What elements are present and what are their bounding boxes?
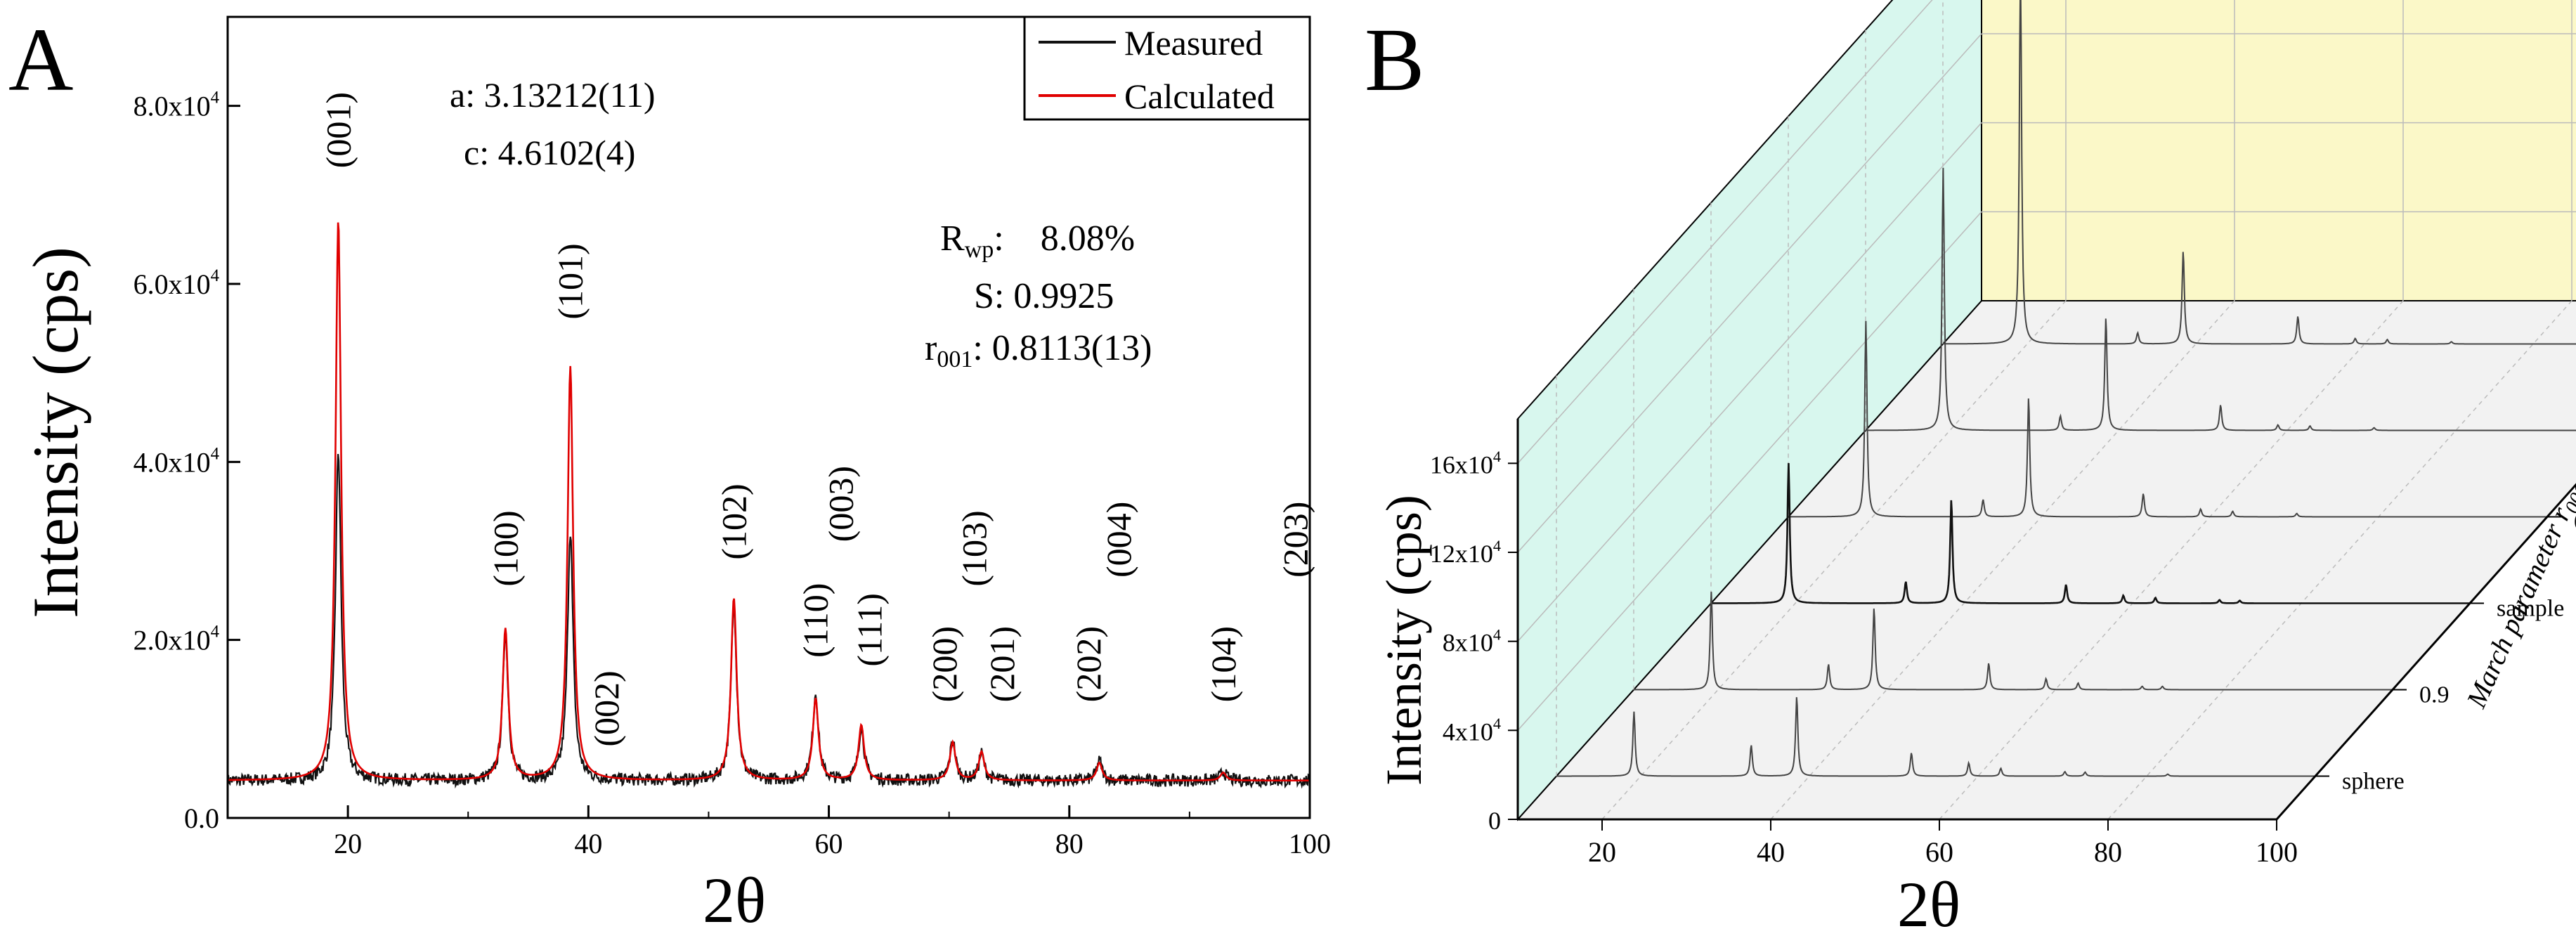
y-tick-label: 2.0x104: [134, 623, 220, 656]
peak-label: (200): [925, 626, 964, 702]
x-tick-label: 100: [1289, 828, 1331, 859]
peak-label: (100): [486, 510, 525, 586]
series-0.8: [1788, 320, 2547, 518]
y-tick-label: 12x104: [1430, 537, 1501, 568]
y-tick-label: 8x104: [1443, 625, 1501, 656]
peak-label: (201): [982, 626, 1022, 702]
series-sample: [1711, 462, 2470, 604]
x-tick-label: 20: [1588, 836, 1616, 868]
peak-label: (104): [1204, 626, 1243, 702]
floor-grid-x: [2107, 300, 2572, 820]
stat-r001: r001: 0.8113(13): [925, 328, 1152, 372]
depth-tick-label: sample: [2497, 596, 2564, 622]
x-tick-label: 100: [2256, 836, 2298, 868]
depth-tick-label: 0.8: [2574, 509, 2576, 535]
x-tick-label: 80: [1055, 828, 1084, 859]
x-tick-label: 40: [574, 828, 602, 859]
depth-tick-label: sphere: [2342, 769, 2405, 795]
panel-a-xlabel: 2θ: [703, 864, 766, 936]
left-grid-y: [1517, 0, 1933, 464]
depth-tick-label: 0.9: [2419, 682, 2450, 708]
panel-b-walls: [1516, 0, 2576, 821]
peak-label: (203): [1275, 502, 1315, 578]
series-0.7: [1866, 167, 2576, 431]
peak-label: (004): [1099, 502, 1138, 578]
lattice-a: a: 3.13212(11): [450, 75, 656, 115]
series-0.9: [1634, 592, 2393, 691]
floor-grid-x: [1770, 300, 2235, 820]
x-tick-label: 40: [1757, 836, 1785, 868]
peak-label: (103): [955, 510, 994, 586]
series-measured: [226, 453, 1310, 789]
y-tick-label: 0.0: [184, 802, 219, 834]
series-calculated: [227, 222, 1309, 781]
peak-label: (111): [850, 593, 890, 667]
y-tick-label: 4.0x104: [134, 444, 220, 478]
x-tick-label: 60: [815, 828, 843, 859]
left-grid-y: [1517, 211, 1982, 731]
peak-label: (110): [796, 583, 835, 658]
stat-rwp: Rwp: 8.08%: [940, 219, 1135, 263]
peak-label: (101): [551, 243, 590, 319]
x-tick-label: 60: [1925, 836, 1953, 868]
floor-grid-x: [1939, 300, 2404, 820]
panel-a-series: [226, 222, 1310, 789]
panel-b-xlabel: 2θ: [1897, 869, 1960, 936]
panel-b-axes: 20 40 60 80 100 0 4x104 8x104 12x104 16x104: [1430, 419, 2576, 868]
panel-b-label: B: [1365, 10, 1424, 110]
panel-a-ylabel: Intensity (cps): [20, 247, 91, 618]
peak-label: (003): [821, 466, 861, 542]
peak-label: (102): [714, 483, 753, 559]
series-sphere: [1556, 697, 2315, 777]
floor-grid-x: [1601, 300, 2067, 820]
panel-a: A 20 40 60 80 100 0.0 2.0x104 4.0x104 6.0x104 8.0…: [8, 10, 1331, 936]
legend-calculated-label: Calculated: [1124, 77, 1275, 116]
y-tick-label: 4x104: [1443, 715, 1501, 746]
series-0.6: [1943, 0, 2576, 345]
panel-a-label: A: [8, 10, 73, 110]
back-wall: [1981, 0, 2576, 301]
legend: Measured Calculated: [1023, 15, 1311, 121]
panel-a-ticks: 20 40 60 80 100 0.0 2.0x104 4.0x104 6.0x104 8.0x1…: [134, 89, 1331, 859]
y-tick-label: 8.0x104: [134, 89, 220, 122]
panel-a-annotations: (001) (100) (101) (002) (102) (110) (003) (111)…: [318, 92, 1315, 747]
lattice-c: c: 4.6102(4): [464, 133, 635, 172]
legend-measured-label: Measured: [1124, 23, 1263, 63]
y-tick-label: 16x104: [1430, 448, 1501, 479]
stat-s: S: 0.9925: [974, 276, 1114, 316]
x-tick-label: 20: [334, 828, 362, 859]
left-grid-y: [1517, 33, 1982, 553]
y-tick-label: 6.0x104: [134, 266, 220, 300]
z-axis: [2275, 483, 2576, 820]
left-grid-y: [1517, 122, 1982, 642]
y-tick-label: 0: [1488, 807, 1501, 835]
panel-a-frame: [226, 15, 1311, 819]
legend-box: [1023, 15, 1311, 121]
peak-label: (001): [318, 92, 358, 168]
x-tick-label: 80: [2094, 836, 2122, 868]
peak-label: (002): [587, 670, 626, 746]
peak-label: (202): [1069, 626, 1108, 702]
panel-b-ylabel: Intensity (cps): [1376, 495, 1432, 786]
